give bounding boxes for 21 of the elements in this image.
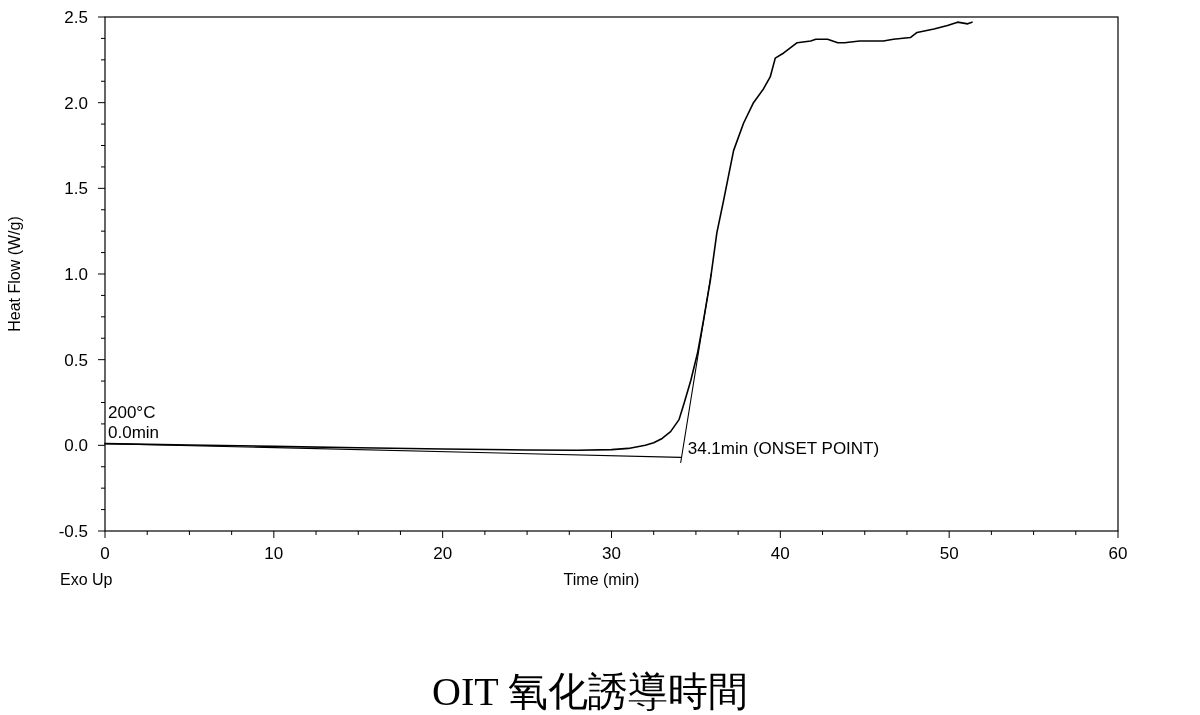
- text: Exo Up: [60, 571, 113, 588]
- x-tick-label: 20: [433, 544, 453, 563]
- x-axis-title: Time (min): [563, 571, 640, 588]
- x-tick-label: 60: [1108, 544, 1128, 563]
- y-tick-label: 2.5: [64, 8, 88, 27]
- x-tick-label: 10: [264, 544, 284, 563]
- annotation: 200°C: [108, 402, 156, 422]
- y-axis-title: Heat Flow (W/g): [6, 216, 23, 332]
- annotation: 0.0min: [108, 422, 160, 442]
- x-tick-label: 30: [602, 544, 621, 563]
- y-tick-label: -0.5: [58, 522, 88, 541]
- y-tick-label: 1.5: [64, 179, 88, 199]
- annotation: 34.1min (ONSET POINT): [687, 439, 880, 459]
- text: OIT 氧化誘導時間: [432, 669, 748, 714]
- y-tick-label: 0.5: [64, 350, 88, 370]
- x-tick-label: 0: [100, 544, 110, 563]
- y-tick-label: 2.0: [64, 93, 88, 113]
- x-tick-label: 40: [770, 544, 790, 563]
- x-tick-label: 50: [939, 544, 959, 563]
- y-tick-label: 1.0: [64, 265, 88, 284]
- y-tick-label: 0.0: [64, 436, 88, 456]
